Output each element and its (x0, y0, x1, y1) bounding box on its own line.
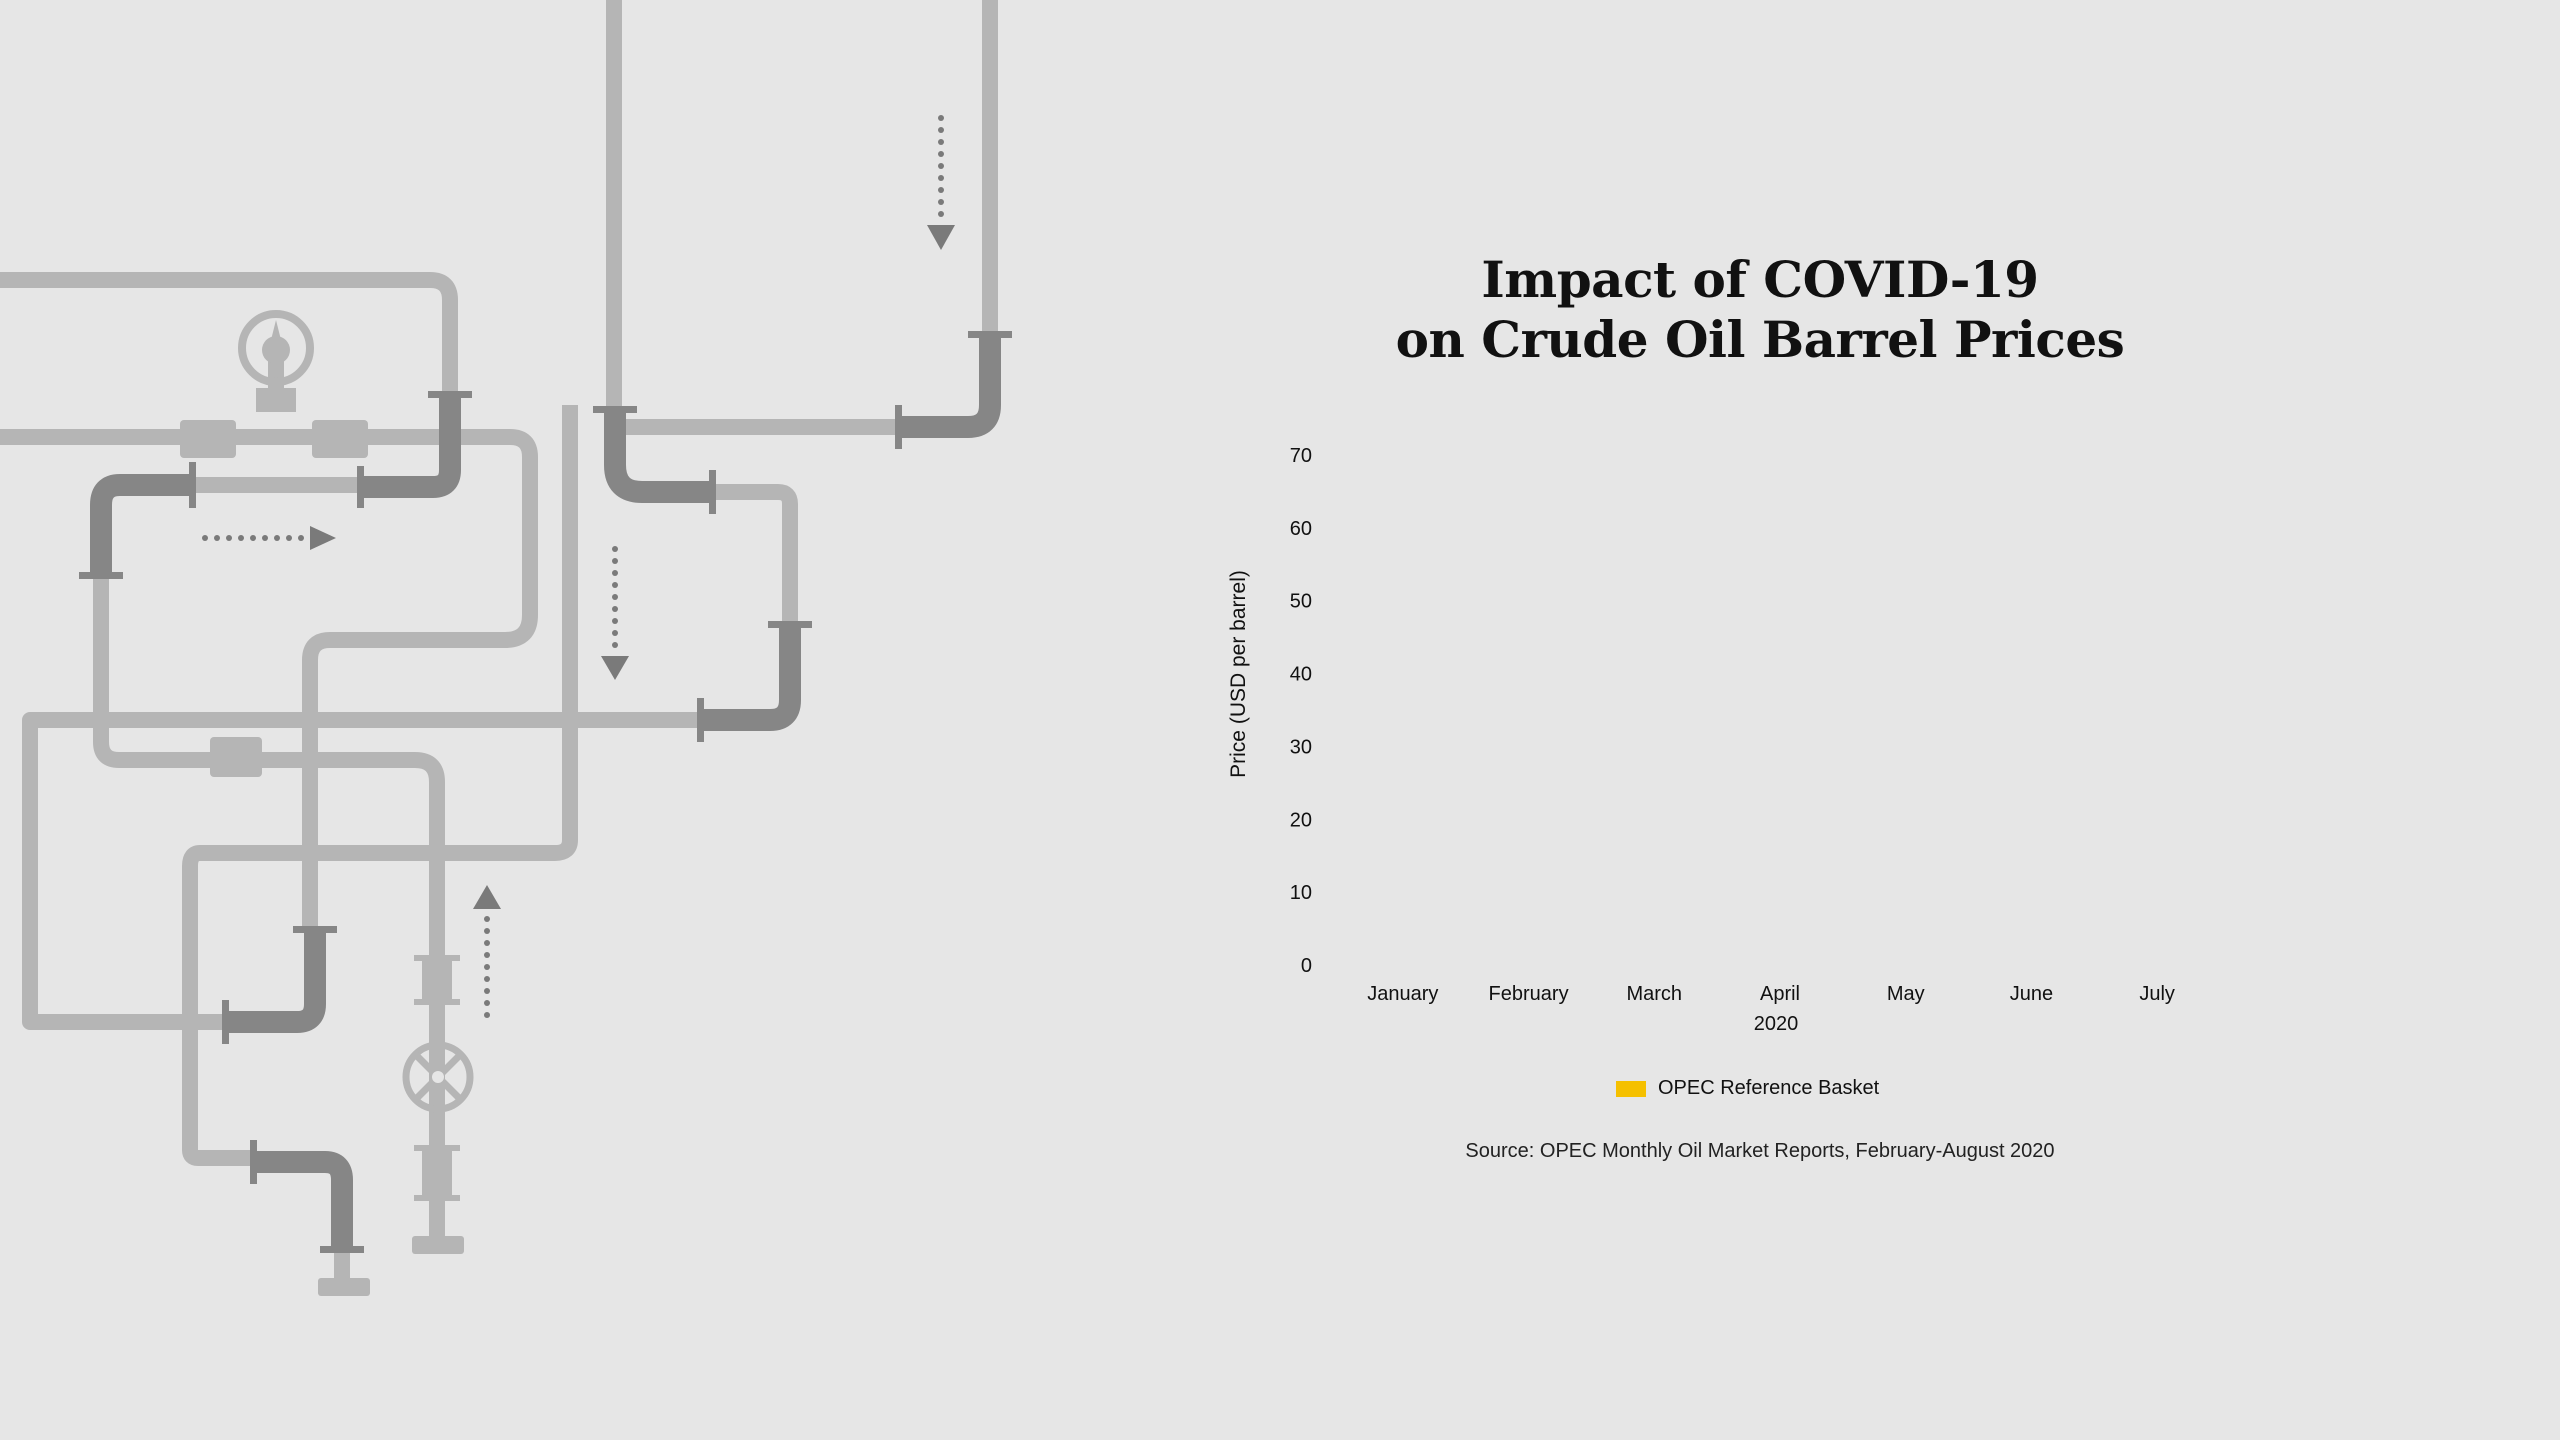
x-tick-label: March (1626, 983, 1682, 1005)
flow-arrow-right-icon (202, 526, 336, 550)
y-axis-label: Price (USD per barrel) (1227, 570, 1250, 778)
bar-chart: 0 10 20 30 40 50 60 70 January February March Apri… (1227, 445, 2175, 1035)
pipe (0, 429, 538, 930)
x-tick-label: February (1489, 983, 1569, 1005)
x-group-label: 2020 (1754, 1013, 1799, 1035)
y-tick-label: 10 (1290, 882, 1312, 904)
flow-arrow-down-icon (601, 546, 629, 680)
chart-title: Impact of COVID-19 on Crude Oil Barrel P… (1280, 250, 2240, 370)
source-note: Source: OPEC Monthly Oil Market Reports,… (1465, 1140, 2055, 1162)
title-line: on Crude Oil Barrel Prices (1395, 310, 2125, 369)
pipe (182, 405, 578, 1166)
elbow-joint (898, 335, 1001, 438)
elbow-joint (253, 1151, 353, 1250)
y-tick-label: 60 (1290, 518, 1312, 540)
pipe (22, 712, 700, 1030)
x-axis: January February March April May June July (1367, 983, 2175, 1005)
elbow-joint (225, 930, 326, 1033)
y-tick-label: 70 (1290, 445, 1312, 467)
pipeline-illustration (0, 0, 1012, 1296)
legend-swatch (1616, 1080, 1646, 1097)
y-tick-label: 20 (1290, 809, 1312, 831)
pipe (712, 484, 798, 625)
flow-arrow-up-icon (473, 885, 501, 1018)
pipe (93, 575, 445, 1240)
x-tick-label: January (1367, 983, 1438, 1005)
x-tick-label: May (1887, 983, 1925, 1005)
elbow-joint (360, 395, 461, 498)
x-tick-label: April (1760, 983, 1800, 1005)
flow-arrow-down-icon (927, 115, 955, 250)
y-tick-label: 0 (1301, 955, 1312, 977)
elbow-joint (604, 410, 712, 503)
pressure-gauge-icon (238, 310, 314, 386)
elbow-joint (90, 474, 193, 575)
elbow-joint (700, 625, 801, 731)
chart-legend: OPEC Reference Basket (1616, 1077, 1879, 1100)
pipe (0, 272, 458, 395)
y-tick-label: 50 (1290, 591, 1312, 613)
y-axis: 0 10 20 30 40 50 60 70 (1290, 445, 1312, 977)
x-tick-label: June (2010, 983, 2053, 1005)
title-line: Impact of COVID-19 (1481, 250, 2039, 309)
legend-label: OPEC Reference Basket (1658, 1077, 1880, 1099)
x-tick-label: July (2139, 983, 2175, 1005)
y-tick-label: 30 (1290, 736, 1312, 758)
y-tick-label: 40 (1290, 664, 1312, 686)
